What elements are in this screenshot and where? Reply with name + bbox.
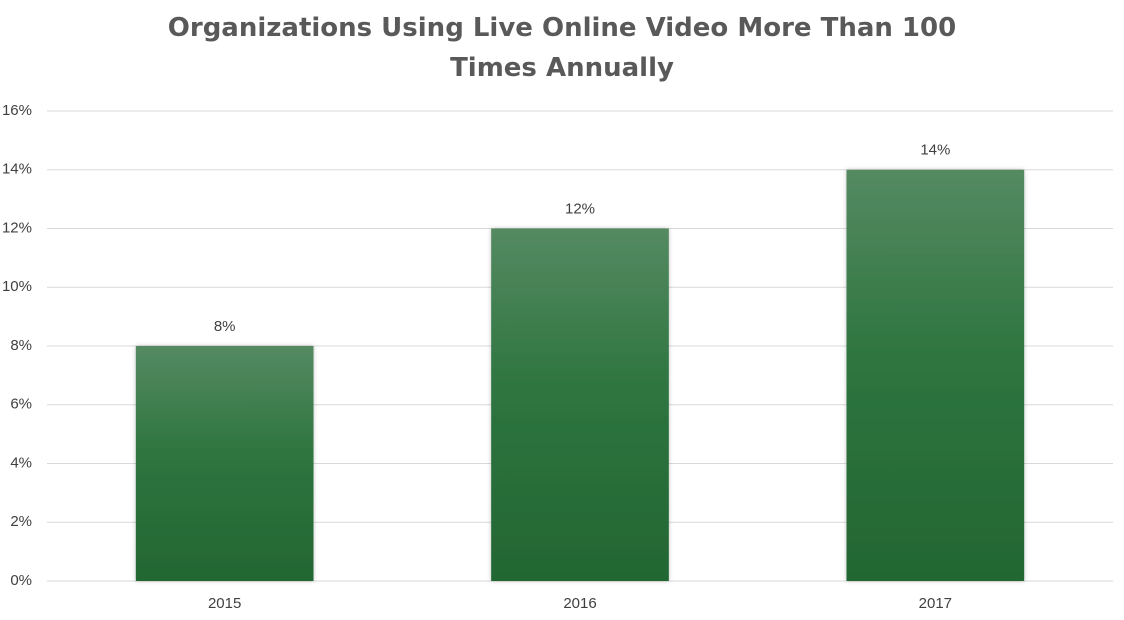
chart-title: Organizations Using Live Online Video Mo…	[167, 13, 957, 83]
y-tick-label: 4%	[10, 454, 32, 471]
x-tick-label: 2015	[208, 595, 241, 612]
bar	[135, 346, 314, 581]
data-label: 8%	[214, 318, 236, 335]
y-tick-label: 8%	[10, 337, 32, 354]
data-label: 14%	[920, 142, 950, 159]
y-tick-label: 0%	[10, 572, 32, 589]
x-tick-label: 2016	[563, 595, 596, 612]
y-tick-label: 12%	[2, 219, 32, 236]
y-tick-label: 6%	[10, 396, 32, 413]
y-tick-label: 2%	[10, 513, 32, 530]
data-label: 12%	[565, 200, 595, 217]
bar	[491, 228, 669, 581]
bar	[846, 169, 1025, 581]
y-tick-label: 10%	[2, 278, 32, 295]
y-tick-label: 14%	[2, 161, 32, 178]
x-tick-label: 2017	[919, 595, 952, 612]
y-tick-label: 16%	[2, 102, 32, 119]
